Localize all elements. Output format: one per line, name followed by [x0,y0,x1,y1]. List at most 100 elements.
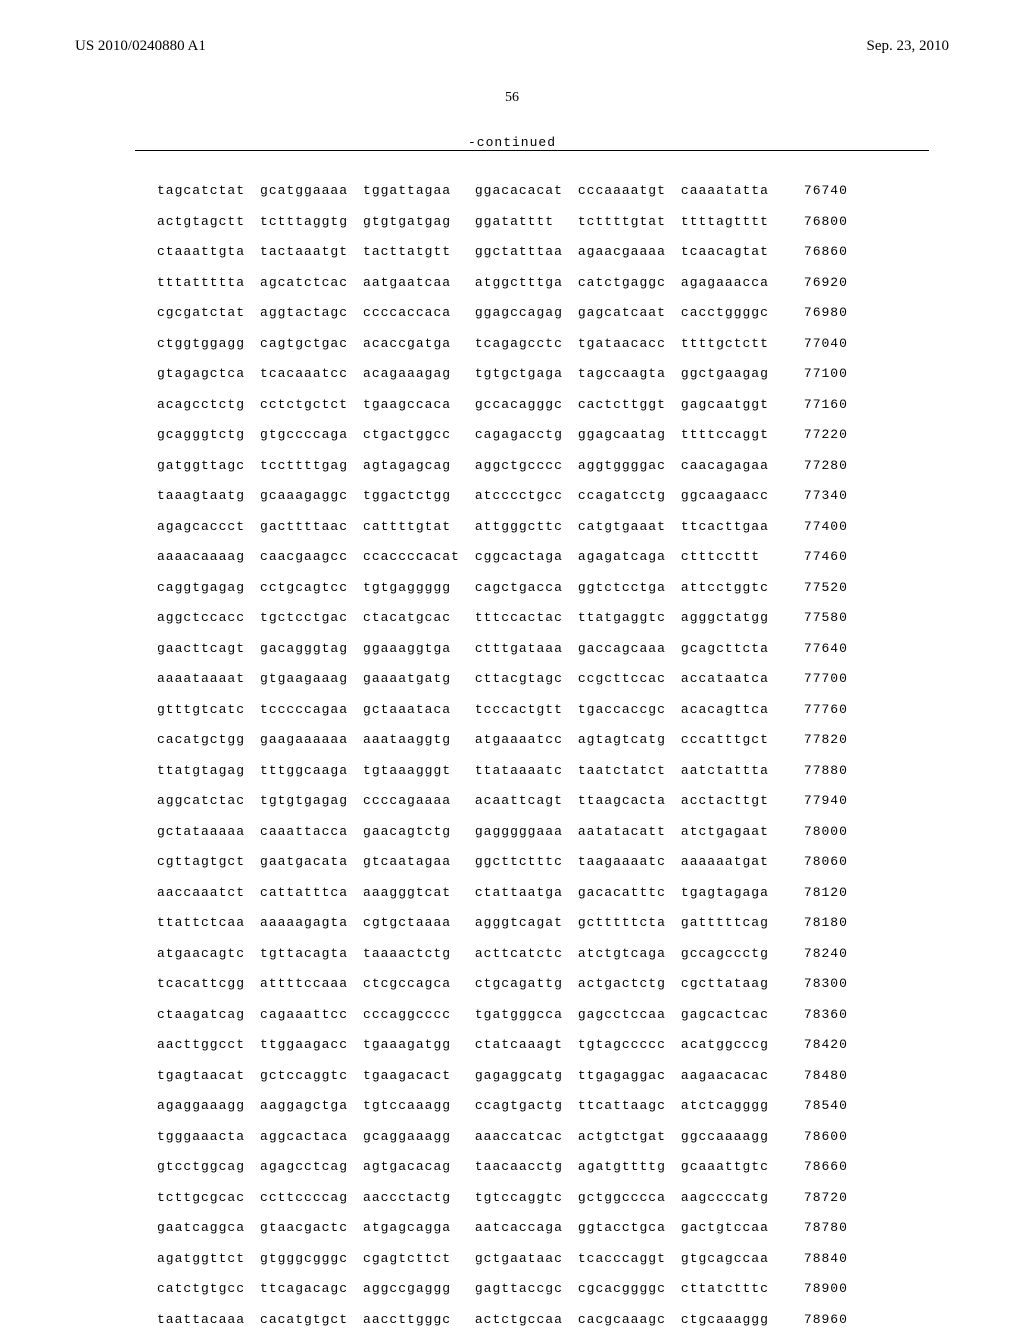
sequence-group: tcttttgtat [578,208,679,237]
sequence-group: gaagaaaaaa [260,726,361,755]
sequence-group: gatttttcag [681,909,782,938]
sequence-group: aggctccacc [157,604,258,633]
sequence-group: ttataaaatc [475,757,576,786]
sequence-row: taaagtaatggcaaagaggctggactctggatcccctgcc… [157,482,848,511]
sequence-position: 78660 [784,1153,848,1182]
sequence-group: cccaggcccc [363,1001,473,1030]
sequence-group: agagatcaga [578,543,679,572]
horizontal-rule [135,150,929,151]
sequence-group: attcctggtc [681,574,782,603]
sequence-group: tttccactac [475,604,576,633]
sequence-group: atgaaaatcc [475,726,576,755]
sequence-group: ctgcagattg [475,970,576,999]
sequence-table: tagcatctatgcatggaaaatggattagaaggacacacat… [155,175,850,1336]
sequence-position: 77400 [784,513,848,542]
sequence-position: 76980 [784,299,848,328]
sequence-group: aggtactagc [260,299,361,328]
sequence-group: ctggtggagg [157,330,258,359]
sequence-group: aggcactaca [260,1123,361,1152]
sequence-group: gctataaaaa [157,818,258,847]
sequence-group: agaggaaagg [157,1092,258,1121]
sequence-group: gagggggaaa [475,818,576,847]
sequence-group: ggagccagag [475,299,576,328]
sequence-group: aaccaaatct [157,879,258,908]
sequence-group: ttcattaagc [578,1092,679,1121]
sequence-position: 77040 [784,330,848,359]
sequence-row: caggtgagagcctgcagtcctgtgagggggcagctgacca… [157,574,848,603]
sequence-group: tgtgtgagag [260,787,361,816]
sequence-row: ctggtggaggcagtgctgacacaccgatgatcagagcctc… [157,330,848,359]
sequence-group: aggcatctac [157,787,258,816]
sequence-position: 78360 [784,1001,848,1030]
sequence-group: aatcaccaga [475,1214,576,1243]
sequence-row: gatggttagctccttttgagagtagagcagaggctgcccc… [157,452,848,481]
sequence-group: gagcatcaat [578,299,679,328]
sequence-group: tcaacagtat [681,238,782,267]
sequence-position: 78900 [784,1275,848,1304]
sequence-row: cgttagtgctgaatgacatagtcaatagaaggcttctttc… [157,848,848,877]
sequence-group: tgaagccaca [363,391,473,420]
sequence-group: ggcttctttc [475,848,576,877]
sequence-group: tgaagacact [363,1062,473,1091]
sequence-group: ttggaagacc [260,1031,361,1060]
sequence-position: 78480 [784,1062,848,1091]
sequence-group: gaaaatgatg [363,665,473,694]
sequence-group: acctacttgt [681,787,782,816]
sequence-row: gtagagctcatcacaaatccacagaaagagtgtgctgaga… [157,360,848,389]
sequence-group: aatgaatcaa [363,269,473,298]
sequence-group: ttttgctctt [681,330,782,359]
sequence-group: aacttggcct [157,1031,258,1060]
sequence-group: ggccaaaagg [681,1123,782,1152]
sequence-group: catctgaggc [578,269,679,298]
sequence-group: agagcctcag [260,1153,361,1182]
sequence-group: gagcactcac [681,1001,782,1030]
sequence-group: acaccgatga [363,330,473,359]
sequence-row: tagcatctatgcatggaaaatggattagaaggacacacat… [157,177,848,206]
sequence-row: acagcctctgcctctgctcttgaagccacagccacagggc… [157,391,848,420]
sequence-group: tgttacagta [260,940,361,969]
sequence-group: cgttagtgct [157,848,258,877]
sequence-group: tgagtaacat [157,1062,258,1091]
sequence-group: ctatcaaagt [475,1031,576,1060]
sequence-group: catgtgaaat [578,513,679,542]
sequence-group: ggacacacat [475,177,576,206]
sequence-position: 77280 [784,452,848,481]
sequence-group: gcaaagaggc [260,482,361,511]
sequence-group: gcaggaaagg [363,1123,473,1152]
sequence-group: tgtccaaagg [363,1092,473,1121]
sequence-row: gcagggtctggtgccccagactgactggcccagagacctg… [157,421,848,450]
sequence-position: 78000 [784,818,848,847]
sequence-position: 77880 [784,757,848,786]
sequence-position: 77760 [784,696,848,725]
sequence-group: caaaatatta [681,177,782,206]
publication-date: Sep. 23, 2010 [867,38,950,55]
sequence-position: 77220 [784,421,848,450]
sequence-row: agaggaaaggaaggagctgatgtccaaaggccagtgactg… [157,1092,848,1121]
sequence-group: acatggcccg [681,1031,782,1060]
sequence-position: 78720 [784,1184,848,1213]
sequence-group: cttatctttc [681,1275,782,1304]
sequence-group: taacaacctg [475,1153,576,1182]
sequence-group: cagctgacca [475,574,576,603]
sequence-group: aaaacaaaag [157,543,258,572]
sequence-position: 77520 [784,574,848,603]
sequence-group: acacagttca [681,696,782,725]
sequence-position: 78180 [784,909,848,938]
sequence-row: agagcaccctgacttttaaccattttgtatattgggcttc… [157,513,848,542]
sequence-group: caacagagaa [681,452,782,481]
sequence-group: tacttatgtt [363,238,473,267]
sequence-group: attttccaaa [260,970,361,999]
sequence-group: ttatgaggtc [578,604,679,633]
sequence-group: tccttttgag [260,452,361,481]
sequence-group: tcacccaggt [578,1245,679,1274]
sequence-group: taaagtaatg [157,482,258,511]
sequence-group: gaacttcagt [157,635,258,664]
sequence-group: ttaagcacta [578,787,679,816]
sequence-group: accataatca [681,665,782,694]
sequence-group: aggtggggac [578,452,679,481]
sequence-position: 76740 [784,177,848,206]
sequence-group: ctttccttt [681,543,782,572]
sequence-group: attgggcttc [475,513,576,542]
sequence-group: ccaccccacat [363,543,473,572]
sequence-group: gcatggaaaa [260,177,361,206]
